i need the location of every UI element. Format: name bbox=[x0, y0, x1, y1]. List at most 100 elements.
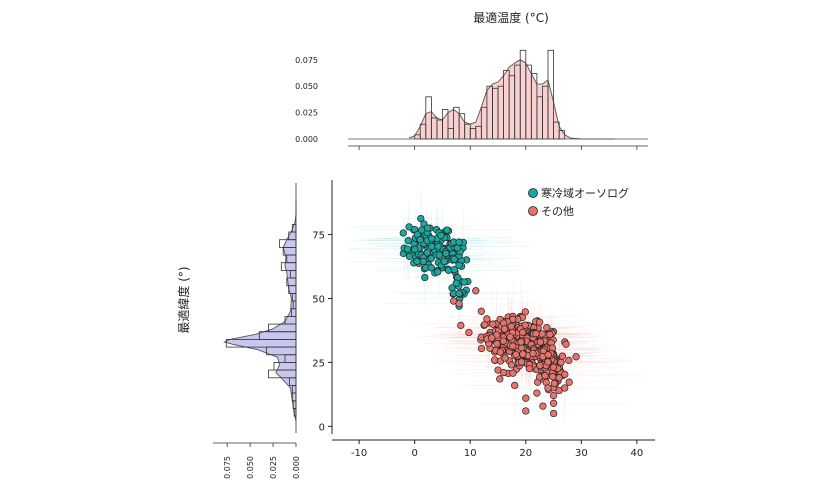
scatter-point-other bbox=[544, 384, 552, 392]
legend: 寒冷域オーソログ その他 bbox=[528, 186, 629, 218]
scatter-point-cold bbox=[419, 257, 427, 266]
scatter-point-cold bbox=[427, 264, 435, 272]
scatter-point-other bbox=[472, 287, 480, 295]
scatter-point-other bbox=[512, 350, 520, 359]
scatter-point-other bbox=[561, 384, 569, 392]
scatter-point-other bbox=[532, 330, 540, 338]
scatter-point-other bbox=[541, 372, 549, 380]
scatter-points-group bbox=[399, 214, 580, 418]
scatter-point-other bbox=[550, 379, 558, 388]
scatter-point-other bbox=[488, 334, 496, 342]
main-ytick-label: 50 bbox=[312, 295, 325, 306]
scatter-point-other bbox=[496, 348, 504, 356]
scatter-point-other bbox=[535, 318, 544, 326]
main-ytick-group: 0 25 50 75 bbox=[312, 231, 332, 433]
left-xtick-label: 0.000 bbox=[292, 456, 301, 479]
scatter-point-cold bbox=[411, 245, 419, 253]
scatter-point-other bbox=[546, 330, 554, 339]
scatter-point-other bbox=[536, 338, 544, 346]
main-xtick-label: -10 bbox=[351, 448, 367, 459]
scatter-point-cold bbox=[455, 261, 463, 269]
scatter-point-other bbox=[465, 328, 473, 337]
scatter-point-other bbox=[509, 342, 517, 350]
scatter-point-cold bbox=[399, 229, 407, 237]
left-density-group bbox=[223, 201, 297, 422]
top-density-line bbox=[408, 59, 615, 140]
scatter-point-cold bbox=[416, 236, 424, 244]
scatter-point-cold bbox=[455, 238, 463, 246]
main-xtick-group: -10 0 10 20 30 40 bbox=[351, 440, 643, 459]
scatter-point-other bbox=[562, 340, 570, 348]
left-density-line bbox=[223, 201, 297, 422]
scatter-point-other bbox=[499, 368, 508, 377]
scatter-point-cold bbox=[434, 242, 442, 251]
scatter-point-other bbox=[493, 340, 501, 348]
scatter-point-other bbox=[519, 328, 527, 336]
top-ytick-label: 0.000 bbox=[295, 135, 318, 144]
scatter-point-other bbox=[558, 352, 567, 360]
left-xtick-label: 0.075 bbox=[223, 456, 232, 479]
top-density-fill bbox=[409, 59, 615, 139]
scatter-point-other bbox=[499, 337, 508, 345]
top-ytick-label: 0.075 bbox=[295, 56, 318, 65]
top-xtick-group bbox=[358, 146, 638, 150]
scatter-point-cold bbox=[421, 273, 429, 282]
scatter-point-cold bbox=[403, 245, 412, 253]
scatter-point-cold bbox=[428, 235, 436, 243]
scatter-point-other bbox=[501, 354, 509, 362]
scatter-point-other bbox=[555, 374, 563, 382]
left-xtick-label: 0.050 bbox=[246, 456, 255, 479]
scatter-point-cold bbox=[442, 249, 450, 258]
left-xtick-group: 0.075 0.050 0.025 0.000 bbox=[223, 443, 301, 479]
scatter-point-cold bbox=[405, 252, 414, 261]
scatter-point-other bbox=[507, 361, 516, 369]
main-xtick-label: 0 bbox=[411, 448, 417, 459]
scatter-point-other bbox=[506, 333, 514, 341]
scatter-point-cold bbox=[435, 251, 443, 259]
scatter-point-cold bbox=[450, 255, 458, 263]
scatter-point-other bbox=[565, 356, 573, 365]
scatter-point-cold bbox=[413, 257, 421, 265]
scatter-point-cold bbox=[460, 278, 468, 286]
scatter-point-other bbox=[496, 375, 504, 383]
scatter-point-other bbox=[539, 402, 547, 410]
scatter-point-other bbox=[477, 344, 486, 353]
scatter-point-other bbox=[457, 321, 465, 330]
main-xtick-label: 20 bbox=[519, 448, 532, 459]
main-xtick-label: 30 bbox=[575, 448, 588, 459]
scatter-point-cold bbox=[440, 257, 448, 266]
scatter-point-cold bbox=[423, 249, 431, 257]
scatter-point-cold bbox=[404, 237, 412, 245]
scatter-point-cold bbox=[452, 279, 460, 287]
main-ytick-label: 75 bbox=[312, 231, 325, 242]
scatter-point-cold bbox=[443, 226, 451, 234]
scatter-point-other bbox=[565, 378, 573, 386]
legend-marker-cold bbox=[528, 188, 538, 198]
top-marginal-histogram: 最適温度 (°C) 0.000 0.025 0.050 0.075 bbox=[295, 10, 648, 150]
scatter-point-other bbox=[549, 373, 557, 381]
left-xtick-label: 0.025 bbox=[269, 456, 278, 479]
top-ytick-label: 0.025 bbox=[295, 109, 318, 118]
scatter-point-other bbox=[507, 322, 515, 331]
scatter-point-other bbox=[500, 325, 509, 333]
scatter-point-other bbox=[519, 350, 527, 358]
legend-label-other: その他 bbox=[541, 205, 574, 218]
scatter-point-other bbox=[477, 307, 485, 315]
scatter-point-other bbox=[533, 389, 541, 397]
scatter-point-cold bbox=[434, 268, 442, 276]
scatter-point-other bbox=[549, 409, 558, 418]
legend-label-cold: 寒冷域オーソログ bbox=[541, 186, 629, 200]
scatter-point-other bbox=[489, 320, 497, 328]
top-ytick-group: 0.000 0.025 0.050 0.075 bbox=[295, 56, 318, 144]
scatter-point-other bbox=[544, 358, 552, 366]
main-xtick-label: 40 bbox=[631, 448, 644, 459]
scatter-point-other bbox=[490, 356, 499, 364]
scatter-point-other bbox=[543, 323, 551, 332]
scatter-point-cold bbox=[450, 265, 458, 274]
scatter-point-other bbox=[529, 349, 537, 357]
scatter-point-other bbox=[561, 370, 569, 379]
top-ytick-label: 0.050 bbox=[295, 82, 318, 91]
top-title: 最適温度 (°C) bbox=[473, 10, 549, 25]
scatter-point-other bbox=[511, 381, 519, 390]
scatter-point-other bbox=[536, 361, 544, 370]
